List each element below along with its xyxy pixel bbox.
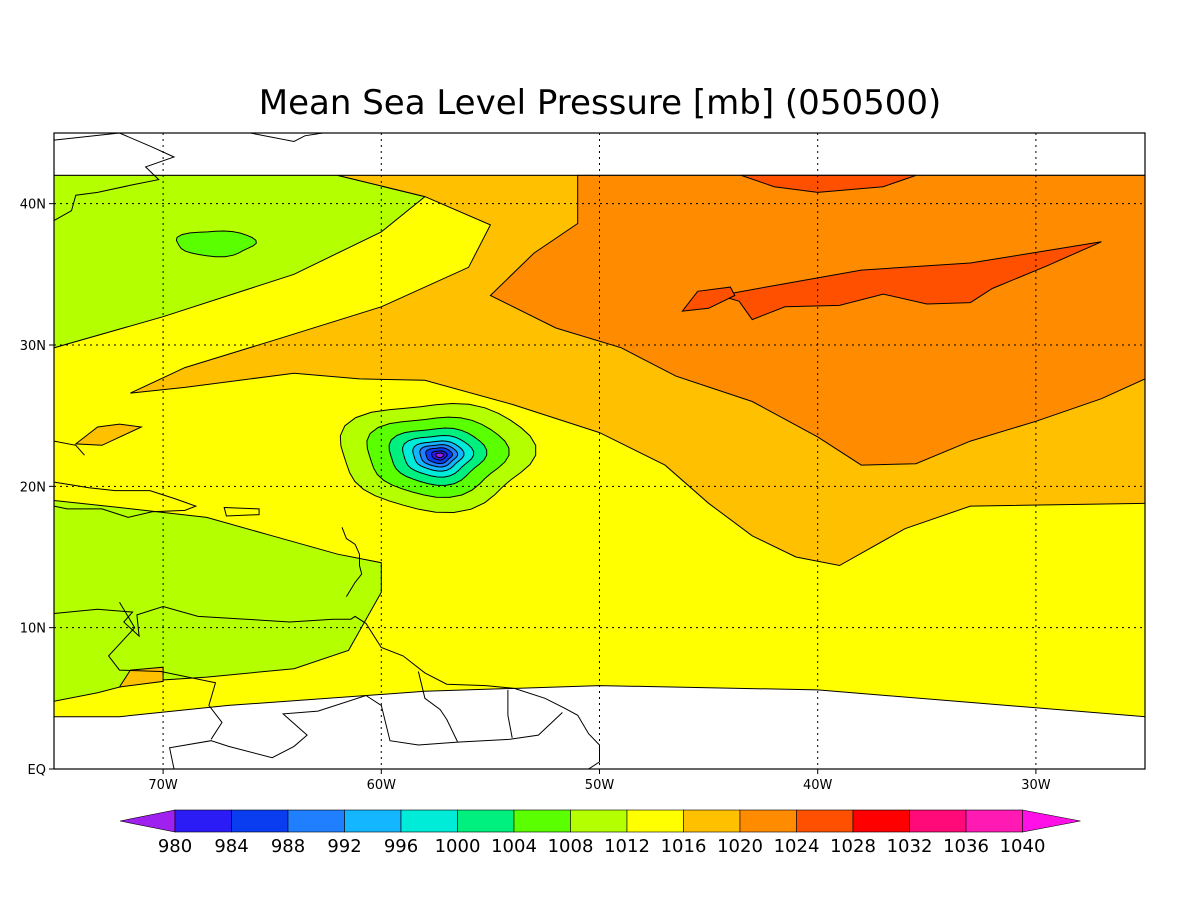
- colorbar-swatch: [400, 809, 458, 833]
- colorbar-lower-arrow: [119, 809, 176, 833]
- gridlines: [54, 133, 1145, 769]
- axis-ticks: 70W 60W 50W 40W 30W EQ 10N 20N 30N 40N: [20, 198, 1051, 793]
- border-guianas-brazil: [169, 694, 563, 769]
- colorbar-swatch: [739, 809, 797, 833]
- colorbar-swatch: [231, 809, 289, 833]
- colorbar-level-label: 1024: [774, 836, 820, 857]
- x-tick-label: 70W: [148, 778, 178, 793]
- colorbar-level-label: 1036: [943, 836, 989, 857]
- colorbar: 980 984 988 992 996 1000 1004 1008 1012 1016 1020 1…: [119, 809, 1081, 857]
- border-guyana-suriname: [417, 671, 459, 743]
- chart-title: Mean Sea Level Pressure [mb] (050500): [259, 83, 942, 123]
- y-tick-label: EQ: [28, 763, 46, 778]
- colorbar-level-label: 1004: [491, 836, 537, 857]
- border-colombia-venezuela: [107, 601, 223, 740]
- colorbar-level-label: 980: [158, 836, 192, 857]
- colorbar-level-label: 1020: [717, 836, 763, 857]
- colorbar-swatch: [909, 809, 967, 833]
- contour-region-1004-north: [175, 230, 257, 258]
- x-tick-label: 30W: [1021, 778, 1051, 793]
- coast-bahamas-1: [54, 440, 85, 456]
- colorbar-swatch: [965, 809, 1023, 833]
- colorbar-level-label: 996: [384, 836, 418, 857]
- colorbar-level-label: 988: [271, 836, 305, 857]
- y-tick-label: 20N: [20, 480, 46, 495]
- colorbar-swatch: [457, 809, 515, 833]
- x-tick-label: 50W: [585, 778, 615, 793]
- colorbar-swatch: [287, 809, 345, 833]
- colorbar-swatch: [683, 809, 741, 833]
- y-tick-label: 30N: [20, 339, 46, 354]
- colorbar-level-label: 1008: [548, 836, 594, 857]
- colorbar-level-label: 1012: [604, 836, 650, 857]
- contour-region-1016-carib: [118, 666, 164, 688]
- coast-us-northeast: [54, 133, 176, 222]
- coastlines: [54, 133, 600, 769]
- contour-region-1008-carib: [54, 499, 382, 702]
- plot-area: [54, 133, 1145, 769]
- colorbar-level-label: 1000: [435, 836, 481, 857]
- y-tick-label: 40N: [20, 198, 46, 213]
- colorbar-swatch: [570, 809, 628, 833]
- colorbar-swatch: [852, 809, 910, 833]
- colorbar-level-label: 1040: [1000, 836, 1046, 857]
- colorbar-swatch: [513, 809, 571, 833]
- colorbar-swatch: [344, 809, 402, 833]
- colorbar-level-label: 984: [214, 836, 248, 857]
- colorbar-swatch: [796, 809, 854, 833]
- y-tick-label: 10N: [20, 622, 46, 637]
- coast-hispaniola: [54, 481, 198, 518]
- low-ring-8: [435, 452, 445, 459]
- coast-puerto-rico: [223, 506, 260, 517]
- colorbar-level-label: 992: [327, 836, 361, 857]
- contour-region-1024-north: [741, 174, 917, 193]
- colorbar-level-label: 1028: [830, 836, 876, 857]
- border-suriname-guiana: [507, 689, 513, 738]
- colorbar-swatch: [174, 809, 232, 833]
- colorbar-level-label: 1016: [661, 836, 707, 857]
- colorbar-level-label: 1032: [887, 836, 933, 857]
- contour-region-1024-ridge: [719, 241, 1102, 321]
- coast-lesser-antilles: [341, 527, 363, 597]
- colorbar-swatch: [626, 809, 684, 833]
- colorbar-upper-arrow: [1022, 809, 1081, 833]
- x-tick-label: 60W: [367, 778, 397, 793]
- coast-nova-scotia: [250, 133, 327, 143]
- contour-region-1016-south: [74, 423, 144, 446]
- x-tick-label: 40W: [803, 778, 833, 793]
- contour-region-1024-west: [681, 286, 736, 312]
- coast-south-america-north: [54, 605, 600, 769]
